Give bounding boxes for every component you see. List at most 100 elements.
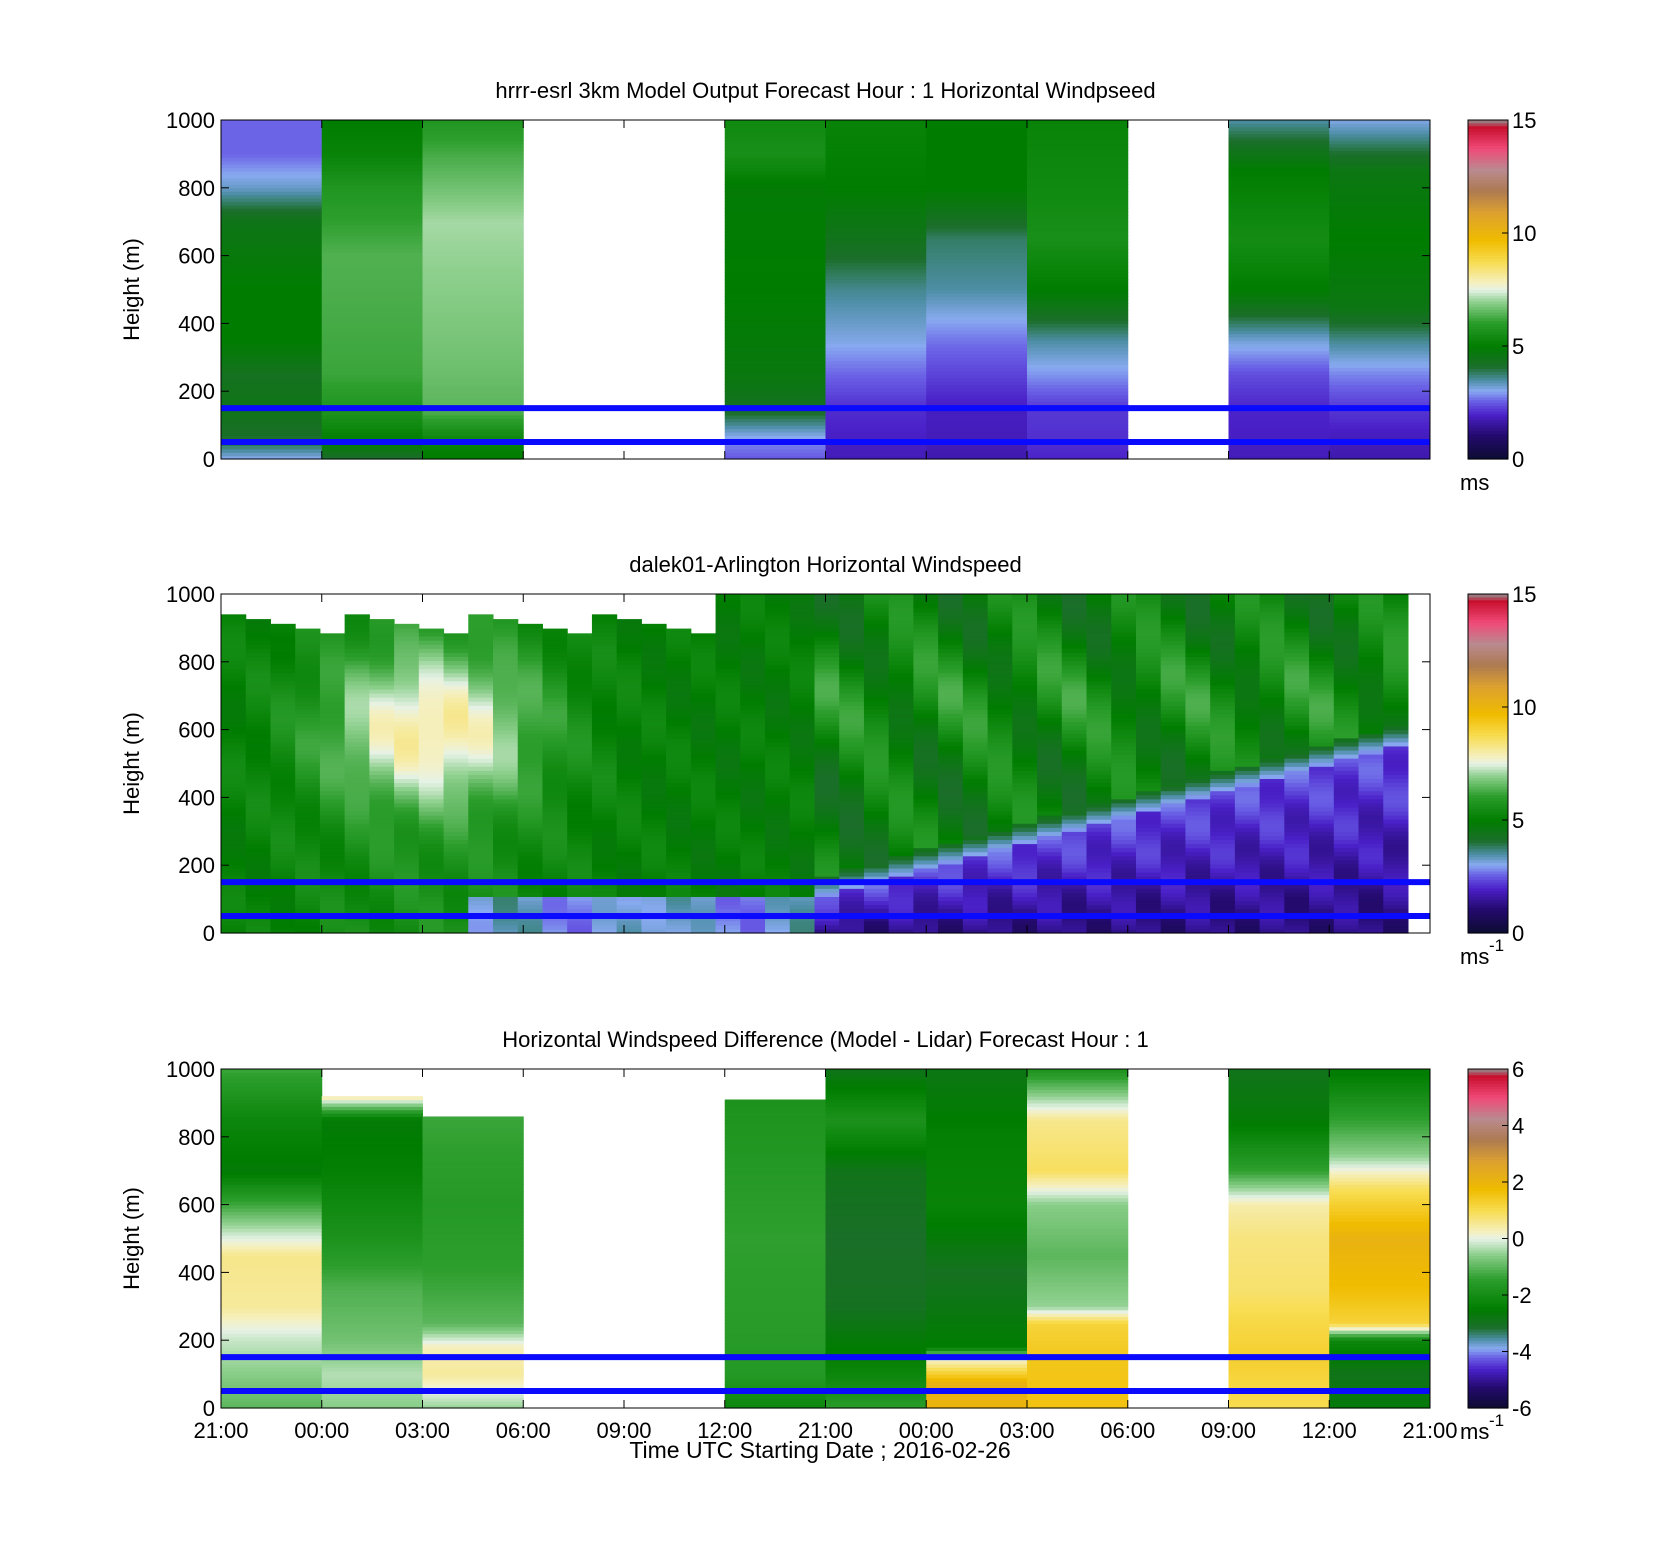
- heatmap-cell: [1358, 855, 1384, 861]
- heatmap-cell: [321, 157, 423, 162]
- heatmap-cell: [468, 847, 494, 853]
- heatmap-cell: [1284, 871, 1310, 877]
- heatmap-cell: [1228, 381, 1330, 386]
- heatmap-cell: [888, 794, 914, 800]
- heatmap-cell: [517, 672, 543, 678]
- heatmap-cell: [1383, 815, 1409, 820]
- heatmap-cell: [321, 336, 423, 341]
- colorbar-swatch: [1468, 362, 1508, 367]
- heatmap-cell: [1210, 697, 1236, 702]
- heatmap-column: [369, 619, 395, 934]
- heatmap-cell: [1284, 827, 1310, 832]
- heatmap-cell: [825, 306, 927, 311]
- heatmap-cell: [369, 908, 395, 914]
- heatmap-cell: [1358, 928, 1384, 934]
- heatmap-cell: [221, 418, 323, 423]
- heatmap-cell: [1284, 672, 1310, 678]
- heatmap-cell: [1234, 754, 1261, 759]
- heatmap-cell: [270, 758, 296, 763]
- heatmap-cell: [542, 831, 568, 836]
- heatmap-cell: [221, 892, 247, 897]
- heatmap-cell: [938, 884, 964, 889]
- heatmap-cell: [542, 839, 568, 845]
- heatmap-cell: [295, 652, 321, 657]
- heatmap-cell: [814, 725, 840, 731]
- heatmap-cell: [765, 892, 791, 897]
- colorbar-swatch: [1468, 408, 1508, 412]
- heatmap-cell: [369, 778, 395, 784]
- heatmap-cell: [1210, 884, 1236, 889]
- colorbar-swatch: [1468, 153, 1508, 158]
- heatmap-cell: [1185, 884, 1211, 889]
- heatmap-cell: [1259, 754, 1285, 759]
- heatmap-cell: [1383, 692, 1409, 698]
- heatmap-cell: [1061, 680, 1088, 686]
- heatmap-cell: [1358, 758, 1384, 763]
- heatmap-cell: [839, 595, 865, 601]
- heatmap-cell: [1135, 615, 1162, 621]
- heatmap-cell: [616, 684, 642, 690]
- heatmap-cell: [567, 916, 593, 922]
- heatmap-cell: [295, 713, 321, 718]
- heatmap-cell: [493, 668, 519, 674]
- heatmap-cell: [344, 916, 370, 922]
- heatmap-cell: [789, 802, 815, 808]
- heatmap-cell: [1086, 876, 1112, 881]
- heatmap-cell: [888, 713, 914, 718]
- heatmap-cell: [1259, 697, 1285, 702]
- colorbar-tick-label: 10: [1512, 221, 1536, 246]
- heatmap-cell: [1284, 648, 1310, 653]
- heatmap-cell: [825, 187, 927, 192]
- heatmap-cell: [641, 660, 667, 666]
- heatmap-cell: [493, 831, 519, 836]
- heatmap-cell: [825, 445, 927, 450]
- heatmap-cell: [962, 876, 989, 881]
- heatmap-cell: [245, 855, 271, 861]
- heatmap-cell: [1309, 636, 1335, 641]
- heatmap-cell: [422, 238, 524, 243]
- heatmap-cell: [493, 916, 519, 922]
- heatmap-cell: [321, 391, 423, 396]
- heatmap-cell: [517, 656, 543, 662]
- heatmap-cell: [344, 806, 370, 812]
- heatmap-cell: [245, 627, 271, 633]
- heatmap-cell: [1012, 924, 1038, 930]
- heatmap-cell: [1210, 631, 1236, 637]
- heatmap-cell: [616, 904, 642, 910]
- heatmap-cell: [245, 819, 271, 824]
- heatmap-cell: [641, 709, 667, 714]
- heatmap-cell: [221, 357, 323, 362]
- heatmap-cell: [724, 150, 826, 155]
- colorbar-swatch: [1468, 447, 1508, 452]
- heatmap-cell: [418, 749, 445, 755]
- heatmap-cell: [888, 847, 914, 853]
- heatmap-cell: [221, 126, 323, 131]
- heatmap-cell: [394, 908, 420, 914]
- heatmap-cell: [888, 721, 914, 727]
- heatmap-cell: [1358, 595, 1384, 601]
- heatmap-cell: [938, 717, 964, 723]
- heatmap-cell: [344, 863, 370, 869]
- heatmap-cell: [863, 896, 890, 902]
- heatmap-cell: [724, 194, 826, 199]
- heatmap-cell: [321, 384, 423, 389]
- heatmap-cell: [888, 839, 914, 845]
- heatmap-cell: [1234, 758, 1261, 763]
- heatmap-cell: [394, 758, 420, 763]
- heatmap-cell: [814, 819, 840, 824]
- heatmap-cell: [863, 928, 890, 934]
- heatmap-cell: [1210, 672, 1236, 678]
- heatmap-cell: [839, 623, 865, 629]
- heatmap-cell: [1111, 697, 1137, 702]
- heatmap-cell: [724, 184, 826, 189]
- colorbar-swatch: [1468, 334, 1508, 339]
- heatmap-cell: [1259, 908, 1285, 914]
- heatmap-cell: [1135, 607, 1162, 613]
- heatmap-cell: [344, 737, 370, 743]
- heatmap-cell: [1027, 445, 1129, 450]
- heatmap-cell: [789, 644, 815, 649]
- heatmap-cell: [321, 167, 423, 172]
- heatmap-cell: [1259, 904, 1285, 910]
- heatmap-cell: [1228, 286, 1330, 291]
- heatmap-cell: [666, 672, 692, 678]
